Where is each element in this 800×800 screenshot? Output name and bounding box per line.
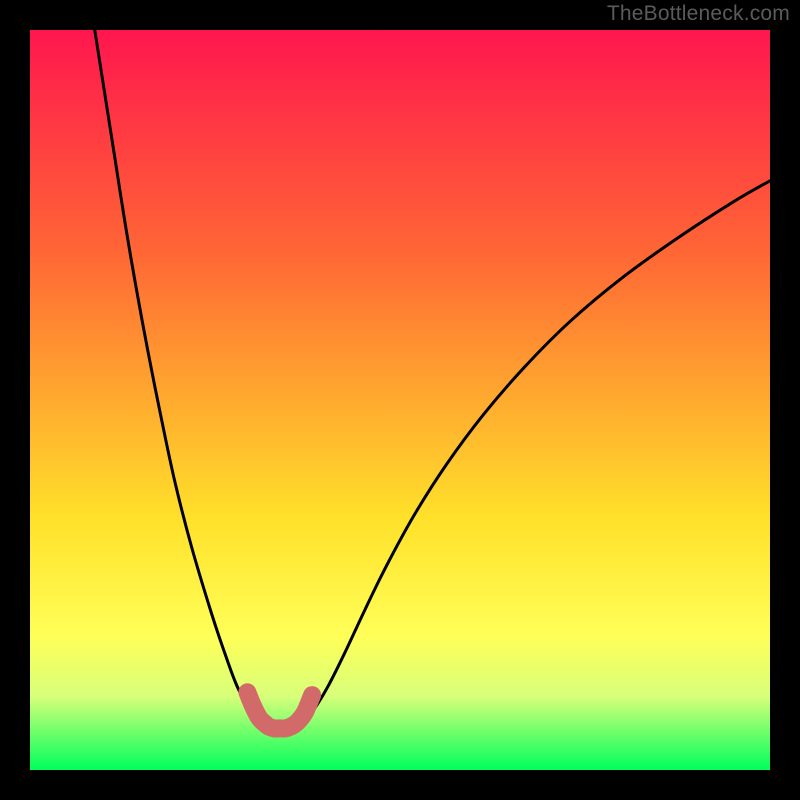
- watermark-text: TheBottleneck.com: [607, 2, 790, 26]
- bottleneck-chart: [0, 0, 800, 800]
- chart-stage: TheBottleneck.com: [0, 0, 800, 800]
- gradient-plot-area: [30, 30, 770, 770]
